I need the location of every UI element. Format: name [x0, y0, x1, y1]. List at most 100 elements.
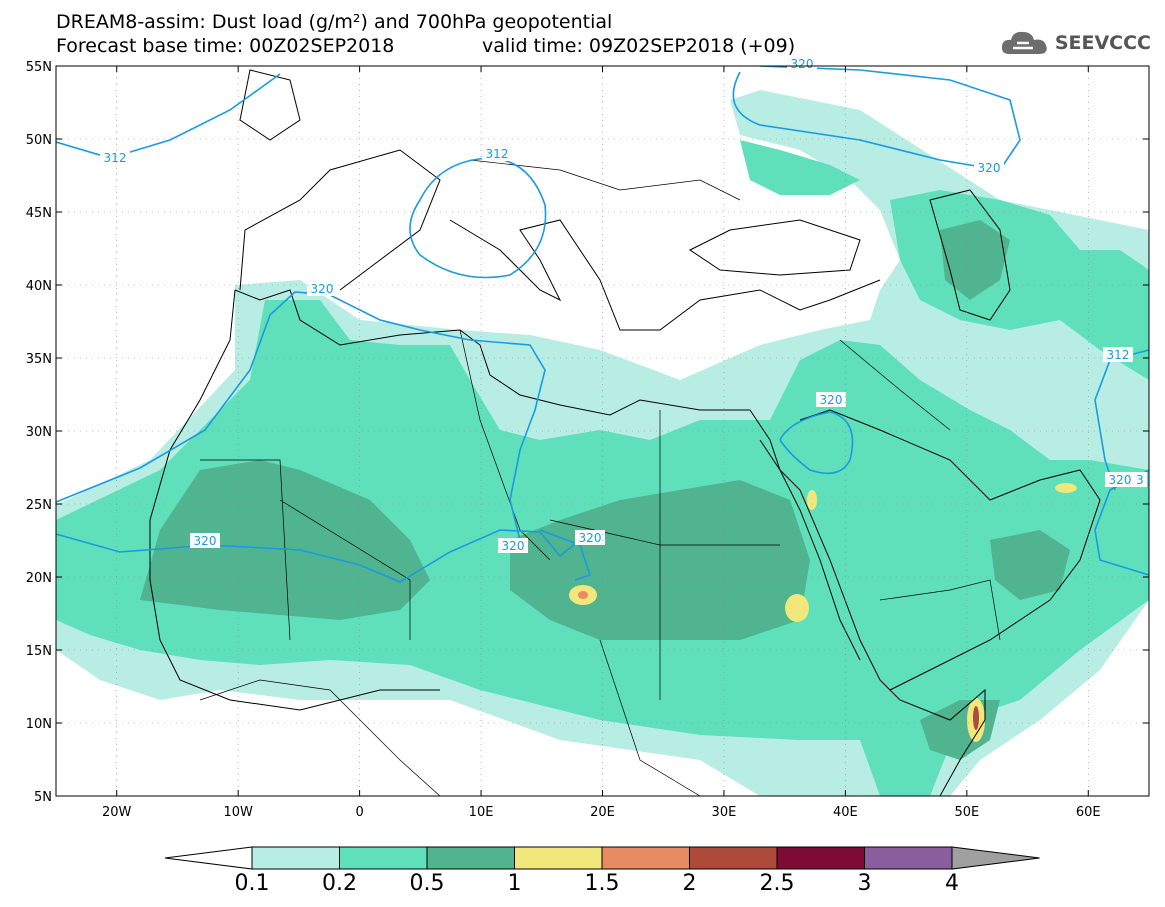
contour-label: 320 [820, 393, 843, 407]
border-j [469, 159, 741, 201]
valid-time: valid time: 09Z02SEP2018 (+09) [482, 35, 796, 57]
colorbar-label: 2 [683, 871, 697, 896]
coastlines [149, 69, 1101, 796]
dust-level-0-2-north [740, 140, 860, 195]
border-g [879, 579, 1001, 641]
coast-italy-balkans [449, 219, 881, 331]
contour-label-bg [190, 533, 220, 548]
border-a [200, 459, 291, 641]
contour-label-bg [787, 56, 817, 71]
forecast-base-time: Forecast base time: 00Z02SEP2018 [56, 35, 395, 57]
colorbar-label: 2.5 [760, 871, 795, 896]
border-c [459, 329, 551, 561]
contour-label: 320 [978, 161, 1001, 175]
lat-tick-label: 15N [26, 644, 52, 659]
lon-tick-label: 60E [1076, 805, 1101, 820]
border-i [599, 639, 701, 796]
colorbar-label: 1 [508, 871, 522, 896]
colorbar-label: 0.5 [410, 871, 445, 896]
lat-tick-label: 20N [26, 571, 52, 586]
contour-labels: 312 312 320 320 320 320 320 320 312 320 320 3 [100, 56, 1147, 553]
lat-tick-label: 35N [26, 352, 52, 367]
colorbar-label: 0.1 [235, 871, 270, 896]
colorbar-swatch [864, 846, 953, 870]
dust-level-1-5 [578, 591, 588, 599]
lat-ticks: 55N 50N 45N 40N 35N 30N 25N 20N 15N 10N 5N [26, 60, 1149, 805]
colorbar: 0.1 0.2 0.5 1 1.5 2 2.5 3 4 [164, 846, 1040, 896]
lat-tick-label: 5N [34, 790, 52, 805]
contour-label: 320 [311, 282, 334, 296]
contour-label-bg [974, 160, 1004, 175]
dust-level-1-e [1055, 483, 1077, 493]
contour-label: 320 [194, 534, 217, 548]
contour-320-north [732, 66, 1021, 171]
gridlines [56, 66, 1149, 796]
border-h [199, 679, 441, 796]
lon-tick-label: 10W [223, 805, 253, 820]
lat-tick-label: 45N [26, 206, 52, 221]
contour-label-bg [816, 392, 846, 407]
contour-312-north [56, 73, 281, 159]
contour-label: 320 [1109, 473, 1132, 487]
colorbar-label: 3 [858, 871, 872, 896]
coast-arabia [799, 409, 1101, 691]
coast-red-sea-west [759, 439, 861, 661]
colorbar-swatch [514, 846, 603, 870]
dust-level-0-5-caspian [940, 220, 1010, 300]
logo-text: SEEVCCC [1054, 32, 1151, 54]
lat-tick-label: 25N [26, 498, 52, 513]
colorbar-arrow-low [164, 846, 253, 870]
map-area [56, 66, 1149, 796]
contour-label-bg [1133, 472, 1147, 487]
colorbar-swatch [251, 846, 340, 870]
borders [199, 159, 1001, 796]
lat-tick-label: 30N [26, 425, 52, 440]
contour-label: 312 [1107, 348, 1130, 362]
lon-tick-label: 40E [833, 805, 858, 820]
dust-level-2 [973, 706, 979, 730]
contour-label-bg [1105, 472, 1135, 487]
colorbar-label: 4 [945, 871, 959, 896]
dust-level-1-b [785, 594, 809, 622]
lon-tick-label: 0 [355, 805, 363, 820]
lat-tick-label: 10N [26, 717, 52, 732]
contour-label-bg [1103, 347, 1133, 362]
contour-label-bg [482, 146, 512, 161]
coast-uk [239, 69, 301, 141]
lat-tick-label: 40N [26, 279, 52, 294]
colorbar-swatch [426, 846, 515, 870]
colorbar-swatch [689, 846, 778, 870]
lat-tick-label: 55N [26, 60, 52, 75]
border-f [839, 339, 951, 431]
contour-label: 3 [1136, 473, 1144, 487]
coast-caspian [929, 189, 1011, 321]
coast-iberia [239, 149, 441, 291]
lat-tick-label: 50N [26, 133, 52, 148]
contour-label: 320 [502, 539, 525, 553]
contour-320-sahel [539, 529, 592, 581]
contour-label-bg [575, 530, 605, 545]
coast-west-africa [149, 289, 440, 711]
contour-label: 320 [791, 57, 814, 71]
dust-level-1-c [807, 490, 817, 510]
colorbar-swatch [601, 846, 690, 870]
contour-320-west [56, 291, 546, 541]
contour-320-central [56, 529, 581, 583]
coast-europe-africa [234, 289, 986, 796]
colorbar-arrow-high [951, 846, 1040, 870]
lon-tick-label: 10E [469, 805, 494, 820]
lon-tick-label: 50E [954, 805, 979, 820]
contour-label-bg [100, 150, 130, 165]
map-title: DREAM8-assim: Dust load (g/m²) and 700hP… [56, 11, 613, 33]
border-b [279, 499, 411, 640]
contour-label: 312 [104, 151, 127, 165]
coast-black-sea [689, 219, 861, 276]
contour-312-alps [409, 157, 547, 279]
colorbar-swatch [776, 846, 865, 870]
border-e [659, 410, 780, 546]
lon-tick-label: 30E [712, 805, 737, 820]
contour-label: 312 [486, 147, 509, 161]
colorbar-label: 1.5 [585, 871, 620, 896]
contour-320-arabia [779, 411, 854, 475]
